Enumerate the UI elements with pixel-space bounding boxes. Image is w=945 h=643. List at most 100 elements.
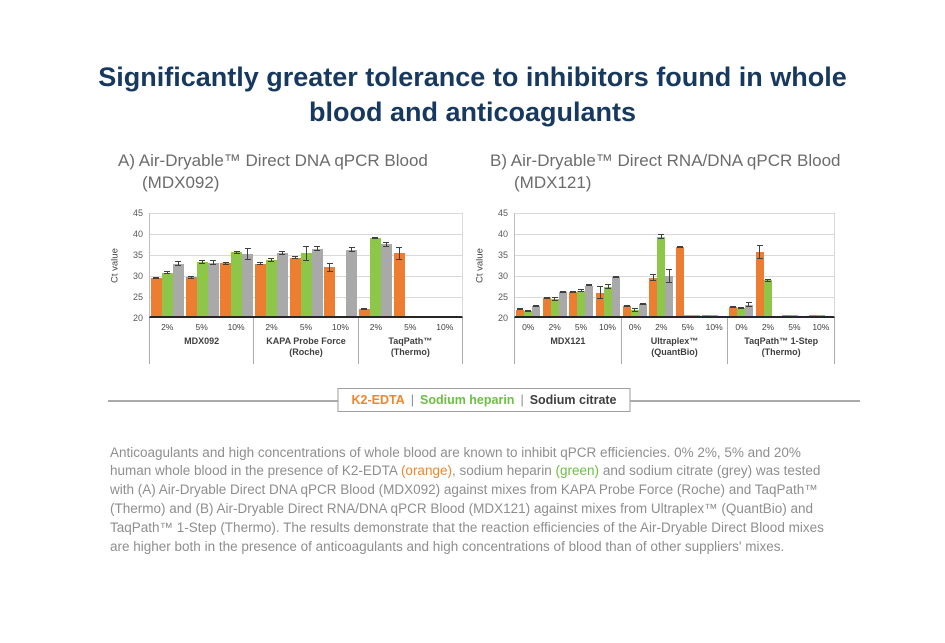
bar-k2-edta bbox=[516, 308, 525, 316]
bar-k2-edta bbox=[393, 247, 405, 316]
y-tick-label: 20 bbox=[132, 312, 143, 323]
y-tick-label: 25 bbox=[132, 291, 143, 302]
x-tick-label: 5% bbox=[574, 321, 588, 332]
bar-slot bbox=[728, 213, 755, 316]
bar-sodium-citrate bbox=[638, 302, 647, 316]
x-tick-label: 5% bbox=[195, 321, 208, 332]
error-bar bbox=[348, 247, 355, 252]
bar-slot bbox=[254, 213, 289, 316]
bar-slot bbox=[648, 213, 675, 316]
error-bar bbox=[597, 286, 604, 300]
legend: K2-EDTA | Sodium heparin | Sodium citrate bbox=[108, 388, 860, 414]
gridline bbox=[515, 212, 834, 214]
error-bar bbox=[303, 245, 309, 261]
bar-sodium-heparin bbox=[683, 314, 692, 316]
bar-k2-edta bbox=[596, 286, 605, 316]
bar-sodium-heparin bbox=[630, 307, 639, 316]
x-axis-group: 0% 2% 5% 10% Ultraplex™ (QuantBio) bbox=[620, 317, 728, 364]
bar-sodium-heparin bbox=[161, 271, 173, 316]
x-tick-label: 0% bbox=[628, 321, 642, 332]
error-bar bbox=[222, 262, 229, 265]
bar-sodium-citrate bbox=[744, 302, 753, 316]
gridline bbox=[515, 296, 834, 298]
y-tick-label: 45 bbox=[497, 207, 508, 218]
bar-slot bbox=[701, 213, 728, 316]
gridline bbox=[515, 254, 834, 256]
bar-sodium-heparin bbox=[550, 297, 559, 316]
gridline bbox=[150, 233, 462, 235]
bar-sodium-heparin bbox=[763, 278, 772, 316]
bar-sodium-citrate bbox=[691, 314, 700, 316]
bar-k2-edta bbox=[185, 275, 197, 316]
x-group-label: TaqPath™ 1-Step (Thermo) bbox=[744, 335, 819, 357]
error-bar bbox=[551, 297, 558, 302]
error-bar bbox=[586, 284, 593, 287]
error-bar bbox=[361, 307, 368, 310]
bar-sodium-heparin bbox=[710, 314, 719, 316]
x-tick-label: 2% bbox=[161, 321, 174, 332]
x-axis-group: 0% 2% 5% 10% TaqPath™ 1-Step (Thermo) bbox=[727, 317, 836, 364]
legend-separator: | bbox=[410, 393, 414, 407]
plot-area bbox=[514, 212, 835, 318]
error-bar bbox=[570, 290, 577, 293]
caption-green-word: (green) bbox=[555, 463, 600, 479]
bar-slot bbox=[393, 213, 428, 316]
gridline bbox=[150, 212, 462, 214]
x-axis: 2% 5% 10% MDX092 2% 5% 10% KAPA Probe Force (Ro… bbox=[149, 317, 463, 364]
page-title: Significantly greater tolerance to inhib… bbox=[0, 60, 945, 129]
error-bar bbox=[383, 242, 390, 247]
legend-item-sodium-citrate: Sodium citrate bbox=[529, 393, 617, 407]
bar-slot bbox=[358, 213, 393, 316]
bar-sodium-citrate bbox=[207, 259, 219, 316]
error-bar bbox=[623, 305, 630, 308]
error-bar bbox=[372, 236, 379, 240]
error-bar bbox=[631, 307, 638, 312]
bar-slot bbox=[185, 213, 220, 316]
bar-sodium-heparin bbox=[231, 250, 243, 316]
x-tick-row: 2% 5% 10% bbox=[254, 318, 357, 332]
y-axis-title: Ct value bbox=[474, 247, 486, 283]
x-axis-group: 2% 5% 10% KAPA Probe Force (Roche) bbox=[253, 317, 357, 364]
bar-sodium-heparin bbox=[524, 310, 533, 316]
bar-slot bbox=[754, 213, 781, 316]
bar-sodium-citrate bbox=[585, 284, 594, 316]
error-bar bbox=[605, 284, 612, 290]
bar-k2-edta bbox=[702, 314, 711, 316]
x-tick-row: 2% 5% 10% bbox=[150, 318, 253, 332]
bar-slot bbox=[323, 213, 358, 316]
legend-separator: | bbox=[520, 393, 524, 407]
error-bar bbox=[279, 250, 286, 255]
error-bar bbox=[517, 308, 524, 311]
y-axis-ticks: 45 40 35 30 25 20 bbox=[487, 208, 514, 323]
error-bar bbox=[578, 289, 585, 293]
error-bar bbox=[756, 244, 763, 260]
bar-sodium-heparin bbox=[369, 236, 381, 316]
y-tick-label: 35 bbox=[497, 249, 508, 260]
x-axis-group: 2% 5% 10% TaqPath™ (Thermo) bbox=[357, 317, 463, 364]
y-tick-label: 30 bbox=[132, 270, 143, 281]
bar-group bbox=[254, 213, 358, 316]
bar-group bbox=[728, 213, 834, 316]
x-tick-label: 10% bbox=[227, 321, 245, 332]
error-bar bbox=[233, 250, 240, 255]
bar-group bbox=[515, 213, 621, 316]
bar-k2-edta bbox=[324, 262, 336, 316]
legend-box: K2-EDTA | Sodium heparin | Sodium citrate bbox=[337, 388, 631, 412]
bar-sodium-heparin bbox=[300, 245, 312, 316]
error-bar bbox=[639, 302, 646, 305]
x-tick-label: 2% bbox=[761, 321, 775, 332]
y-tick-label: 40 bbox=[497, 228, 508, 239]
bar-sodium-citrate bbox=[311, 246, 323, 316]
bar-slot bbox=[289, 213, 324, 316]
bar-k2-edta bbox=[542, 296, 551, 316]
x-axis: 0% 2% 5% 10% MDX121 0% 2% 5% 10% Ultraplex™ (Quan… bbox=[514, 317, 836, 364]
bar-sodium-heparin bbox=[265, 257, 277, 316]
bar-k2-edta bbox=[782, 314, 791, 316]
plot-area bbox=[149, 212, 463, 318]
error-bar bbox=[326, 262, 333, 272]
bar-sodium-citrate bbox=[532, 304, 541, 316]
bar-sodium-heparin bbox=[604, 284, 613, 316]
bar-k2-edta bbox=[569, 290, 578, 316]
bar-slot bbox=[515, 213, 542, 316]
page-title-line-2: blood and anticoagulants bbox=[308, 96, 636, 127]
